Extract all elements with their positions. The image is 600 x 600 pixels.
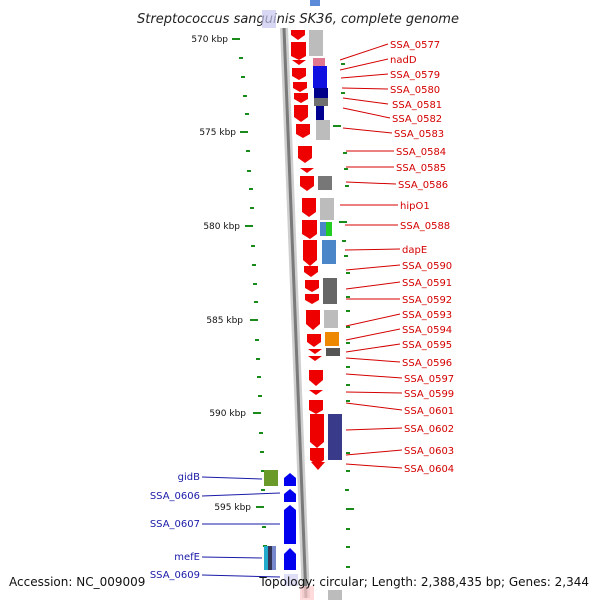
tick-label: 580 kbp — [203, 222, 240, 232]
gene-arrow[interactable] — [293, 82, 307, 92]
gene-label[interactable]: nadD — [390, 55, 417, 66]
gene-arrow[interactable] — [292, 60, 306, 65]
tick-mark-major — [240, 131, 248, 133]
gene-label[interactable]: SSA_0593 — [402, 310, 452, 321]
tick-label: 595 kbp — [214, 503, 251, 513]
gene-label[interactable]: SSA_0577 — [390, 40, 440, 51]
tick-marks — [239, 57, 354, 568]
gene-label[interactable]: SSA_0606 — [150, 491, 200, 502]
gene-arrow[interactable] — [302, 198, 316, 217]
gene-label[interactable]: SSA_0586 — [398, 180, 448, 191]
gene-label[interactable]: SSA_0584 — [396, 147, 446, 158]
forward-genes — [291, 30, 325, 470]
gene-arrow[interactable] — [291, 42, 306, 60]
gene-arrow[interactable] — [284, 548, 296, 570]
gene-label[interactable]: hipO1 — [400, 201, 430, 212]
gene-arrow[interactable] — [300, 176, 314, 191]
tick-mark-major — [256, 506, 264, 508]
gene-label[interactable]: SSA_0585 — [396, 163, 446, 174]
gene-label[interactable]: SSA_0603 — [404, 446, 454, 457]
gene-label[interactable]: mefE — [174, 552, 200, 563]
annotation-track — [309, 30, 342, 600]
right-labels — [339, 43, 403, 469]
gene-label[interactable]: SSA_0581 — [392, 100, 442, 111]
tick-label: 570 kbp — [191, 35, 228, 45]
tick-label: 590 kbp — [209, 409, 246, 419]
gene-label[interactable]: SSA_0602 — [404, 424, 454, 435]
gene-arrow[interactable] — [294, 93, 308, 103]
top-fragment — [262, 10, 276, 28]
gene-arrow[interactable] — [310, 414, 324, 448]
gene-label[interactable]: SSA_0583 — [394, 129, 444, 140]
gene-arrow[interactable] — [296, 124, 310, 138]
gene-arrow[interactable] — [284, 489, 296, 502]
gene-arrow[interactable] — [284, 473, 296, 486]
gene-arrow[interactable] — [306, 310, 320, 330]
gene-label[interactable]: SSA_0597 — [404, 374, 454, 385]
gene-label[interactable]: SSA_0588 — [400, 221, 450, 232]
gene-arrow[interactable] — [310, 448, 324, 465]
gene-arrow[interactable] — [292, 68, 306, 80]
gene-arrow[interactable] — [294, 105, 308, 122]
gene-label[interactable]: SSA_0590 — [402, 261, 452, 272]
tick-label: 575 kbp — [199, 128, 236, 138]
gene-label[interactable]: SSA_0596 — [402, 358, 452, 369]
gene-arrow[interactable] — [309, 400, 323, 414]
gene-arrow[interactable] — [298, 146, 312, 163]
gene-arrow[interactable] — [302, 220, 317, 239]
gene-label[interactable]: gidB — [178, 472, 200, 483]
gene-arrow[interactable] — [309, 370, 323, 386]
gene-label[interactable]: SSA_0607 — [150, 519, 200, 530]
gene-label[interactable]: SSA_0591 — [402, 278, 452, 289]
accession-text: Accession: NC_009009 — [9, 575, 145, 589]
gene-arrow[interactable] — [307, 334, 321, 347]
gene-arrow[interactable] — [305, 280, 319, 292]
gene-arrow[interactable] — [311, 462, 325, 470]
gene-arrow[interactable] — [304, 266, 318, 277]
gene-label[interactable]: SSA_0592 — [402, 295, 452, 306]
gene-arrow[interactable] — [284, 505, 296, 544]
gene-arrow[interactable] — [291, 30, 305, 40]
topology-text: Topology: circular; Length: 2,388,435 bp… — [258, 575, 589, 589]
gene-arrow[interactable] — [305, 294, 319, 304]
bottom-fragment — [300, 586, 314, 600]
gene-label[interactable]: SSA_0594 — [402, 325, 452, 336]
top-fragment — [310, 0, 320, 6]
page-title: Streptococcus sanguinis SK36, complete g… — [137, 12, 459, 27]
left-labels — [201, 476, 281, 578]
tick-mark-major — [253, 412, 261, 414]
tick-mark-major — [232, 38, 240, 40]
left-annotation-track — [264, 470, 278, 570]
gene-arrow[interactable] — [303, 240, 317, 266]
gene-arrow[interactable] — [309, 390, 323, 395]
tick-labels: 570 kbp 575 kbp 580 kbp 585 kbp 590 kbp … — [191, 35, 264, 513]
tick-mark-major — [245, 225, 253, 227]
genome-backbone — [282, 27, 308, 599]
gene-label[interactable]: dapE — [402, 245, 427, 256]
gene-label[interactable]: SSA_0609 — [150, 570, 200, 581]
tick-mark-major — [250, 319, 258, 321]
gene-label[interactable]: SSA_0579 — [390, 70, 440, 81]
gene-label[interactable]: SSA_0604 — [404, 464, 454, 475]
bottom-fragment — [284, 574, 298, 586]
gene-label[interactable]: SSA_0582 — [392, 114, 442, 125]
gene-arrow[interactable] — [308, 356, 322, 361]
tick-label: 585 kbp — [206, 316, 243, 326]
gene-label[interactable]: SSA_0601 — [404, 406, 454, 417]
gene-label[interactable]: SSA_0599 — [404, 389, 454, 400]
gene-arrow[interactable] — [300, 168, 314, 173]
gene-label[interactable]: SSA_0580 — [390, 85, 440, 96]
reverse-genes — [284, 473, 296, 570]
gene-label[interactable]: SSA_0595 — [402, 340, 452, 351]
gene-arrow[interactable] — [308, 349, 322, 354]
